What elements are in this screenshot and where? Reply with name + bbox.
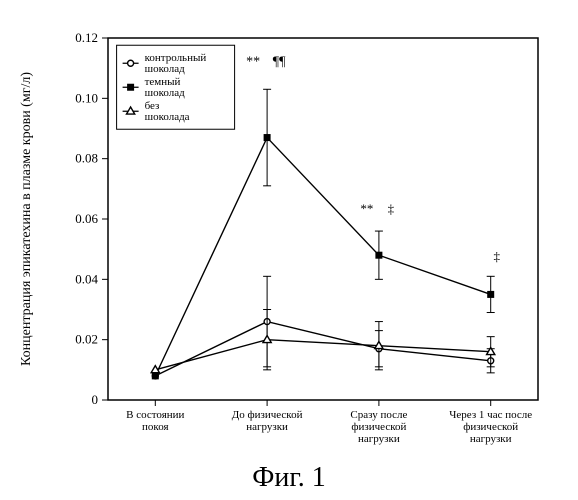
svg-text:‡: ‡ (493, 248, 500, 263)
svg-text:0.04: 0.04 (75, 271, 98, 286)
svg-text:0.06: 0.06 (75, 211, 98, 226)
line-chart: 0 0.02 0.04 0.06 0.08 0.10 0.12 Концентрация эп… (0, 0, 578, 500)
svg-text:Сразу послефизическойнагрузки: Сразу послефизическойнагрузки (350, 409, 407, 445)
svg-text:0.12: 0.12 (75, 30, 98, 45)
svg-text:Концентрация эпикатехина в пла: Концентрация эпикатехина в плазме крови … (19, 72, 34, 366)
svg-text:0.08: 0.08 (75, 151, 98, 166)
svg-text:темныйшоколад: темныйшоколад (145, 76, 185, 99)
svg-text:0: 0 (92, 392, 99, 407)
svg-text:0.02: 0.02 (75, 332, 98, 347)
chart-container: 0 0.02 0.04 0.06 0.08 0.10 0.12 Концентрация эп… (0, 0, 578, 500)
svg-text:0.10: 0.10 (75, 90, 98, 105)
svg-text:**: ** (246, 54, 260, 69)
svg-text:¶¶: ¶¶ (273, 54, 286, 69)
figure-caption: Фиг. 1 (0, 462, 578, 494)
svg-text:**: ** (360, 201, 373, 216)
svg-text:‡: ‡ (388, 201, 395, 216)
